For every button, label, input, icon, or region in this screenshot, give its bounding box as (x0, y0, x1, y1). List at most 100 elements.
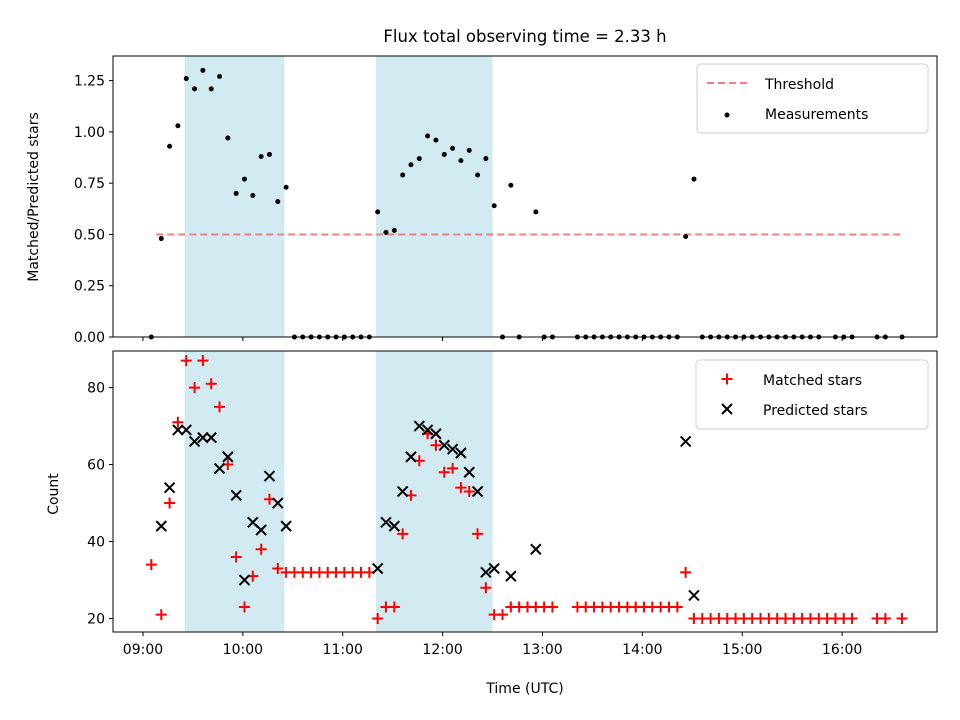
shaded-region-2 (376, 56, 493, 337)
y-tick-label: 20 (87, 612, 105, 628)
matched-star-point (397, 528, 409, 540)
predicted-star-point (430, 428, 442, 440)
measurement-point (408, 162, 414, 168)
x-tick-label: 15:00 (722, 642, 762, 658)
measurement-point (391, 227, 397, 233)
predicted-star-point (505, 570, 517, 582)
y-tick-label: 0.00 (74, 330, 105, 346)
predicted-star-point (163, 481, 176, 494)
matched-star-point (463, 486, 475, 497)
predicted-star-point (488, 562, 500, 575)
y-tick-label: 0.50 (74, 227, 105, 243)
matched-star-point (455, 482, 467, 494)
legend-matched-swatch (721, 373, 733, 385)
measurement-point (383, 229, 389, 235)
matched-star-point (155, 609, 167, 621)
matched-star-point (164, 497, 176, 509)
measurement-point (266, 151, 272, 157)
measurement-point (400, 172, 406, 178)
ratio-axes-frame (112, 55, 938, 338)
measurement-point (258, 154, 264, 160)
measurement-point (208, 86, 214, 92)
legend-predicted-swatch (721, 403, 733, 415)
matched-star-point (879, 613, 891, 625)
predicted-star-point (455, 447, 467, 459)
matched-star-point (145, 559, 157, 571)
x-axis-label: Time (UTC) (485, 681, 563, 697)
legend-predicted-label: Predicted stars (763, 403, 868, 419)
matched-star-point (388, 601, 400, 613)
measurement-point (466, 147, 472, 153)
predicted-star-point (438, 439, 450, 452)
predicted-star-point (380, 516, 392, 529)
x-tick-label: 12:00 (422, 642, 462, 658)
predicted-star-point (471, 485, 484, 498)
count-points (145, 355, 908, 625)
measurement-point (691, 176, 697, 182)
matched-star-point (497, 609, 509, 621)
predicted-star-point (388, 520, 401, 532)
measurement-point (375, 209, 381, 215)
legend-measurements-label: Measurements (765, 107, 868, 123)
predicted-star-point (238, 574, 251, 586)
predicted-star-point (530, 543, 542, 555)
ratio-x-ticks (142, 337, 843, 341)
measurement-point (450, 145, 456, 151)
predicted-star-point (263, 470, 276, 482)
predicted-star-point (188, 435, 201, 448)
matched-star-point (189, 382, 201, 394)
measurement-point (200, 67, 206, 73)
predicted-star-point (213, 462, 226, 475)
measurement-point (242, 176, 248, 182)
measurement-point (491, 203, 497, 209)
legend-threshold-label: Threshold (764, 77, 834, 93)
predicted-star-point (679, 435, 692, 448)
shaded-region-2 (376, 351, 493, 632)
y-tick-label: 1.00 (74, 125, 105, 141)
predicted-star-point (205, 431, 217, 444)
count-axes-frame (112, 350, 938, 633)
matched-star-point (214, 401, 226, 413)
measurement-point (250, 192, 256, 198)
predicted-star-point (180, 424, 192, 436)
matched-star-point (205, 378, 217, 390)
predicted-star-point (405, 451, 417, 463)
matched-star-point (438, 466, 450, 478)
predicted-star-point (255, 524, 267, 536)
predicted-star-point (371, 562, 384, 575)
predicted-star-point (413, 420, 426, 432)
measurement-point (192, 86, 198, 92)
measurement-point (475, 172, 481, 178)
legend-matched-label: Matched stars (763, 373, 862, 389)
predicted-star-point (480, 566, 492, 579)
matched-star-point (896, 613, 908, 625)
predicted-star-point (197, 431, 209, 444)
y-tick-label: 0.75 (74, 176, 105, 192)
ratio-legend: Threshold Measurements (696, 63, 929, 134)
measurement-point (458, 158, 464, 164)
matched-star-point (239, 601, 251, 613)
ratio-y-ticks: 0.00 0.25 0.50 0.75 1.00 1.25 (74, 74, 113, 346)
matched-star-point (447, 462, 459, 474)
measurement-point (217, 74, 223, 80)
predicted-star-point (396, 485, 409, 498)
measurement-point (483, 156, 489, 162)
predicted-star-point (222, 451, 234, 463)
chart-title: Flux total observing time = 2.33 h (383, 27, 666, 46)
matched-star-point (180, 355, 192, 367)
measurement-point (683, 233, 689, 239)
measurement-point (275, 199, 281, 205)
matched-star-point (172, 416, 184, 428)
y-tick-label: 40 (87, 535, 105, 551)
predicted-star-point (230, 489, 242, 502)
measurement-point (283, 184, 289, 190)
predicted-star-point (421, 424, 434, 436)
predicted-star-point (172, 424, 184, 436)
x-tick-label: 11:00 (323, 642, 363, 658)
count-legend: Matched stars Predicted stars (695, 359, 929, 430)
predicted-star-point (155, 520, 167, 532)
y-tick-label: 80 (87, 381, 105, 397)
matched-star-point (846, 613, 858, 625)
x-tick-label: 13:00 (522, 642, 562, 658)
matched-star-point (372, 613, 384, 625)
